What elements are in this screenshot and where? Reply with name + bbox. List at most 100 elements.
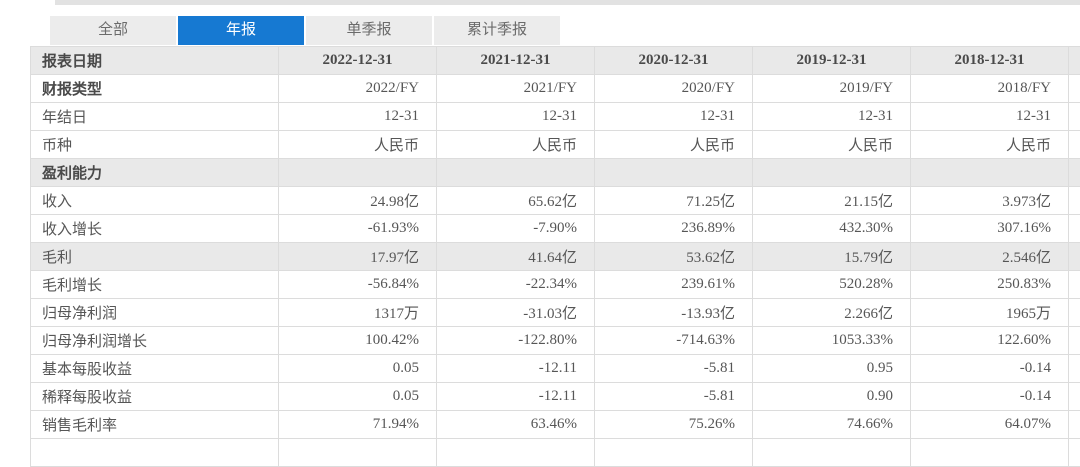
clipped-cell — [31, 439, 279, 467]
value-cell: 307.16% — [911, 215, 1069, 243]
value-cell: 122.60% — [911, 327, 1069, 355]
row-label: 币种 — [31, 131, 279, 159]
clipped-column-cell — [1069, 411, 1080, 439]
value-cell: 人民币 — [437, 131, 595, 159]
value-cell: 2021/FY — [437, 75, 595, 103]
value-cell: 12-31 — [437, 103, 595, 131]
value-cell: 250.83% — [911, 271, 1069, 299]
value-cell: -7.90% — [437, 215, 595, 243]
table-row: 毛利增长-56.84%-22.34%239.61%520.28%250.83% — [31, 271, 1080, 299]
value-cell: 24.98亿 — [279, 187, 437, 215]
date-column-header: 2022-12-31 — [279, 47, 437, 75]
value-cell: 15.79亿 — [753, 243, 911, 271]
clipped-column-cell — [1069, 187, 1080, 215]
clipped-column-cell — [1069, 215, 1080, 243]
clipped-cell — [1069, 439, 1080, 467]
clipped-bottom-row — [31, 439, 1080, 467]
row-label: 年结日 — [31, 103, 279, 131]
value-cell: 12-31 — [279, 103, 437, 131]
value-cell: 236.89% — [595, 215, 753, 243]
value-cell: 0.95 — [753, 355, 911, 383]
clipped-column-cell — [1069, 131, 1080, 159]
value-cell: 65.62亿 — [437, 187, 595, 215]
tab-all[interactable]: 全部 — [50, 16, 176, 45]
tab-single-quarter-report[interactable]: 单季报 — [306, 16, 432, 45]
clipped-column-cell — [1069, 355, 1080, 383]
value-cell: 17.97亿 — [279, 243, 437, 271]
value-cell: 2.266亿 — [753, 299, 911, 327]
value-cell: 12-31 — [911, 103, 1069, 131]
row-label: 稀释每股收益 — [31, 383, 279, 411]
value-cell: -56.84% — [279, 271, 437, 299]
value-cell: -13.93亿 — [595, 299, 753, 327]
clipped-cell — [279, 439, 437, 467]
date-column-header: 2020-12-31 — [595, 47, 753, 75]
value-cell: 53.62亿 — [595, 243, 753, 271]
clipped-column-cell — [1069, 271, 1080, 299]
value-cell: -61.93% — [279, 215, 437, 243]
row-label: 毛利 — [31, 243, 279, 271]
row-label: 销售毛利率 — [31, 411, 279, 439]
value-cell: 2020/FY — [595, 75, 753, 103]
date-column-header: 2021-12-31 — [437, 47, 595, 75]
value-cell: 0.05 — [279, 355, 437, 383]
value-cell: -31.03亿 — [437, 299, 595, 327]
value-cell: 100.42% — [279, 327, 437, 355]
table-row: 币种人民币人民币人民币人民币人民币 — [31, 131, 1080, 159]
value-cell: 人民币 — [753, 131, 911, 159]
clipped-column-cell — [1069, 243, 1080, 271]
value-cell: -0.14 — [911, 355, 1069, 383]
value-cell: 239.61% — [595, 271, 753, 299]
tab-cumulative-quarter-report[interactable]: 累计季报 — [434, 16, 560, 45]
row-label: 盈利能力 — [31, 159, 279, 187]
value-cell: 520.28% — [753, 271, 911, 299]
report-date-header: 报表日期 — [31, 47, 279, 75]
clipped-cell — [753, 439, 911, 467]
value-cell — [753, 159, 911, 187]
value-cell: 2022/FY — [279, 75, 437, 103]
value-cell: 21.15亿 — [753, 187, 911, 215]
value-cell: 41.64亿 — [437, 243, 595, 271]
value-cell: -12.11 — [437, 383, 595, 411]
clipped-cell — [437, 439, 595, 467]
value-cell — [437, 159, 595, 187]
value-cell — [595, 159, 753, 187]
row-label: 基本每股收益 — [31, 355, 279, 383]
row-label: 收入 — [31, 187, 279, 215]
value-cell — [911, 159, 1069, 187]
value-cell: 71.25亿 — [595, 187, 753, 215]
clipped-column-cell — [1069, 383, 1080, 411]
clipped-column-cell — [1069, 327, 1080, 355]
value-cell: -5.81 — [595, 355, 753, 383]
value-cell: 2.546亿 — [911, 243, 1069, 271]
value-cell: 1965万 — [911, 299, 1069, 327]
value-cell: 12-31 — [595, 103, 753, 131]
row-label: 归母净利润 — [31, 299, 279, 327]
clipped-cell — [911, 439, 1069, 467]
value-cell: 2018/FY — [911, 75, 1069, 103]
clipped-column-cell — [1069, 75, 1080, 103]
row-label: 收入增长 — [31, 215, 279, 243]
table-row: 收入增长-61.93%-7.90%236.89%432.30%307.16% — [31, 215, 1080, 243]
value-cell — [279, 159, 437, 187]
date-column-header: 2019-12-31 — [753, 47, 911, 75]
value-cell: 1053.33% — [753, 327, 911, 355]
tab-annual-report[interactable]: 年报 — [178, 16, 304, 45]
value-cell: 75.26% — [595, 411, 753, 439]
value-cell: 0.90 — [753, 383, 911, 411]
value-cell: 人民币 — [911, 131, 1069, 159]
value-cell: -22.34% — [437, 271, 595, 299]
value-cell: 0.05 — [279, 383, 437, 411]
value-cell: 432.30% — [753, 215, 911, 243]
value-cell: -122.80% — [437, 327, 595, 355]
date-column-header: 2018-12-31 — [911, 47, 1069, 75]
value-cell: 74.66% — [753, 411, 911, 439]
